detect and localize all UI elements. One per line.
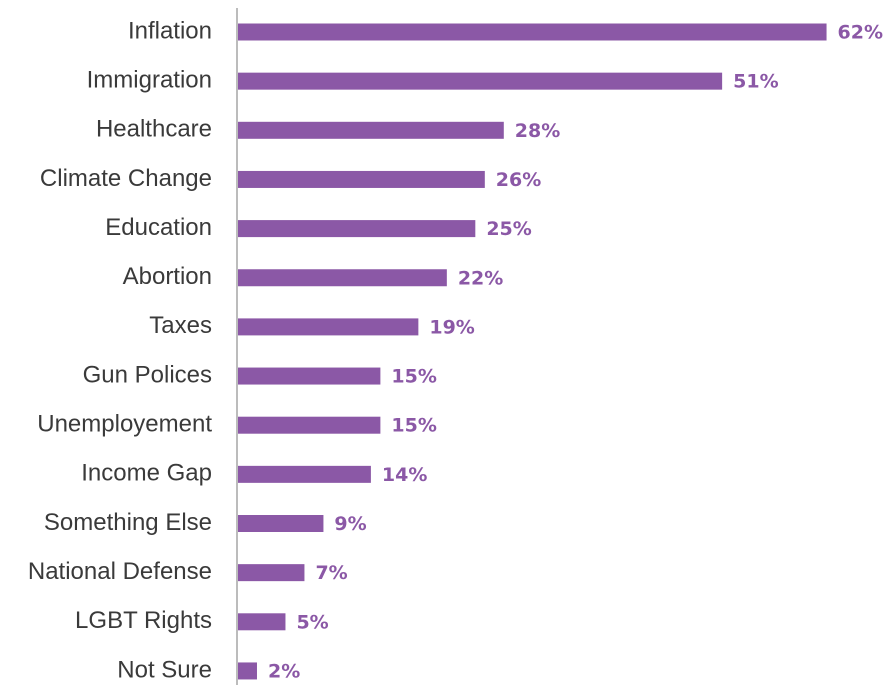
- value-label: 26%: [496, 169, 541, 191]
- category-label: Climate Change: [40, 165, 212, 192]
- bar: [238, 121, 504, 139]
- category-label: Not Sure: [117, 656, 212, 683]
- value-label: 15%: [391, 415, 436, 437]
- category-label: Income Gap: [81, 460, 212, 487]
- bar: [238, 367, 381, 385]
- bar: [238, 269, 447, 287]
- bar: [238, 23, 827, 41]
- bar: [238, 515, 324, 532]
- bar: [238, 662, 257, 680]
- category-label: Unemployement: [37, 411, 212, 438]
- value-label: 9%: [334, 513, 366, 535]
- category-label: Something Else: [44, 509, 212, 536]
- category-label: Inflation: [128, 17, 212, 44]
- value-label: 5%: [296, 611, 328, 633]
- value-label: 25%: [486, 218, 531, 240]
- value-label: 51%: [733, 71, 778, 93]
- bar: [238, 564, 305, 582]
- category-label: Abortion: [123, 263, 212, 290]
- value-label: 14%: [382, 464, 427, 486]
- bar: [238, 72, 723, 90]
- category-label: Immigration: [87, 66, 212, 93]
- category-label: Education: [105, 214, 212, 241]
- category-label: Taxes: [149, 312, 212, 339]
- value-label: 15%: [391, 366, 436, 388]
- value-label: 19%: [429, 316, 474, 338]
- bar: [238, 613, 286, 631]
- bar: [238, 220, 476, 238]
- bar: [238, 318, 419, 336]
- category-label: LGBT Rights: [75, 607, 212, 634]
- value-label: 7%: [315, 562, 347, 584]
- bar: [238, 465, 371, 483]
- bar: [238, 170, 485, 188]
- value-label: 28%: [515, 120, 560, 142]
- value-label: 22%: [458, 267, 503, 289]
- category-label: Healthcare: [96, 116, 212, 143]
- category-label: Gun Polices: [83, 361, 212, 388]
- value-label: 2%: [268, 660, 300, 682]
- bar: [238, 416, 381, 434]
- value-label: 62%: [838, 22, 883, 44]
- category-label: National Defense: [28, 558, 212, 585]
